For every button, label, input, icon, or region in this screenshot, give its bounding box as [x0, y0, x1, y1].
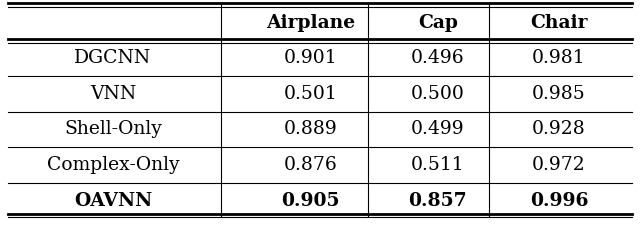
Text: 0.985: 0.985	[532, 85, 586, 103]
Text: 0.501: 0.501	[284, 85, 337, 103]
Text: 0.928: 0.928	[532, 121, 586, 139]
Text: 0.996: 0.996	[530, 192, 588, 210]
Text: 0.857: 0.857	[408, 192, 467, 210]
Text: 0.905: 0.905	[281, 192, 340, 210]
Text: 0.972: 0.972	[532, 156, 586, 174]
Text: 0.500: 0.500	[411, 85, 465, 103]
Text: Complex-Only: Complex-Only	[47, 156, 179, 174]
Text: 0.499: 0.499	[411, 121, 465, 139]
Text: VNN: VNN	[90, 85, 136, 103]
Text: 0.981: 0.981	[532, 49, 586, 67]
Text: Shell-Only: Shell-Only	[64, 121, 162, 139]
Text: OAVNN: OAVNN	[74, 192, 152, 210]
Text: 0.511: 0.511	[411, 156, 465, 174]
Text: DGCNN: DGCNN	[74, 49, 152, 67]
Text: 0.876: 0.876	[284, 156, 337, 174]
Text: 0.889: 0.889	[284, 121, 337, 139]
Text: Airplane: Airplane	[266, 14, 355, 32]
Text: 0.496: 0.496	[411, 49, 465, 67]
Text: 0.901: 0.901	[284, 49, 337, 67]
Text: Chair: Chair	[530, 14, 588, 32]
Text: Cap: Cap	[418, 14, 458, 32]
